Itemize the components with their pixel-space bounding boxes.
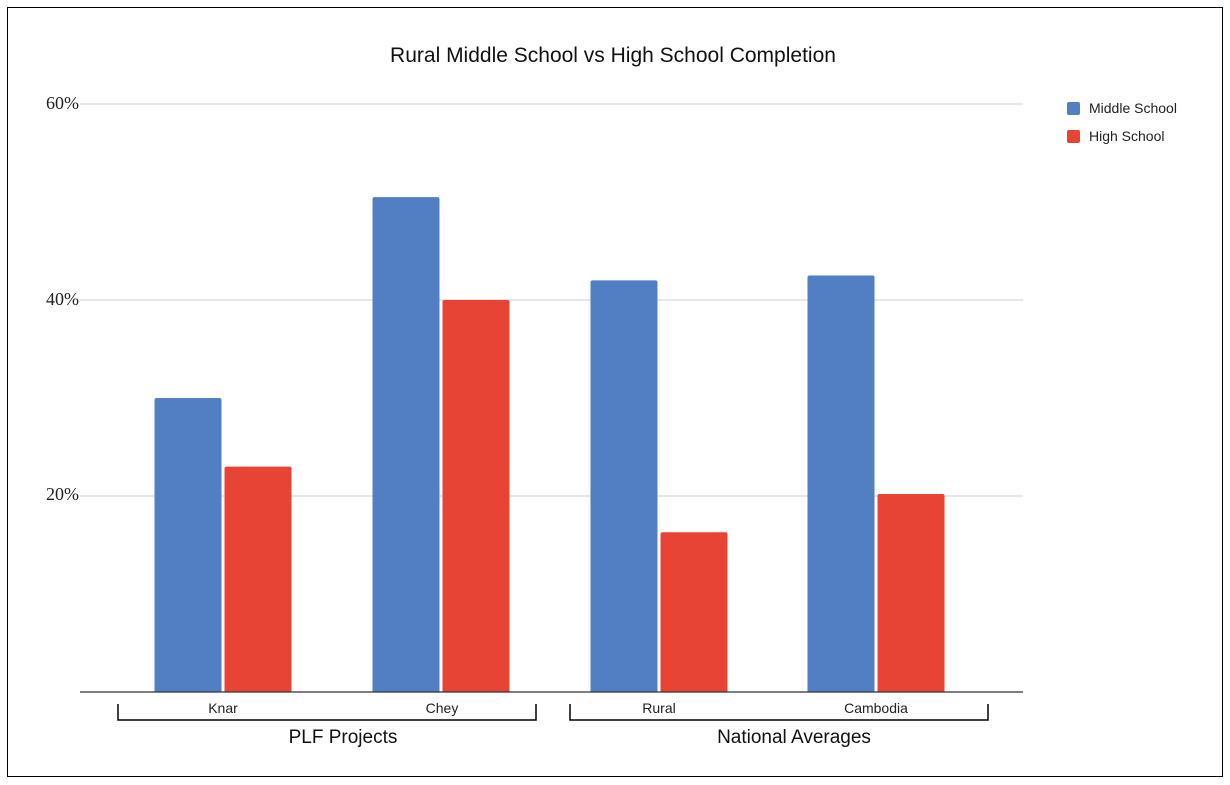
chart-title: Rural Middle School vs High School Compl… bbox=[390, 44, 836, 67]
category-label-cambodia: Cambodia bbox=[844, 700, 908, 716]
category-label-knar: Knar bbox=[208, 700, 238, 716]
legend-label-middle-school: Middle School bbox=[1089, 100, 1177, 116]
y-tick-20: 20% bbox=[46, 484, 79, 504]
bar-high-school-knar bbox=[224, 466, 292, 692]
legend-item-high-school: High School bbox=[1067, 122, 1177, 150]
y-tick-40: 40% bbox=[46, 289, 79, 309]
bar-middle-school-knar bbox=[154, 398, 222, 692]
legend-swatch-high-school bbox=[1067, 129, 1080, 143]
bar-middle-school-rural bbox=[590, 280, 658, 692]
chart-frame bbox=[7, 7, 1223, 777]
group-bracket-1 bbox=[117, 704, 537, 721]
bar-high-school-rural bbox=[660, 532, 728, 692]
bar-middle-school-cambodia bbox=[807, 275, 875, 692]
legend-label-high-school: High School bbox=[1089, 128, 1165, 144]
legend-swatch-middle-school bbox=[1067, 101, 1080, 115]
bar-high-school-chey bbox=[442, 300, 510, 692]
chart-legend: Middle School High School bbox=[1067, 94, 1177, 150]
group-label-plf-projects: PLF Projects bbox=[288, 727, 398, 748]
group-bracket-2 bbox=[569, 704, 989, 721]
bar-middle-school-chey bbox=[372, 197, 440, 692]
bar-high-school-cambodia bbox=[877, 494, 945, 692]
category-label-rural: Rural bbox=[642, 700, 676, 716]
y-tick-60: 60% bbox=[46, 93, 79, 113]
group-label-national-averages: National Averages bbox=[717, 727, 871, 748]
legend-item-middle-school: Middle School bbox=[1067, 94, 1177, 122]
category-label-chey: Chey bbox=[425, 700, 459, 716]
